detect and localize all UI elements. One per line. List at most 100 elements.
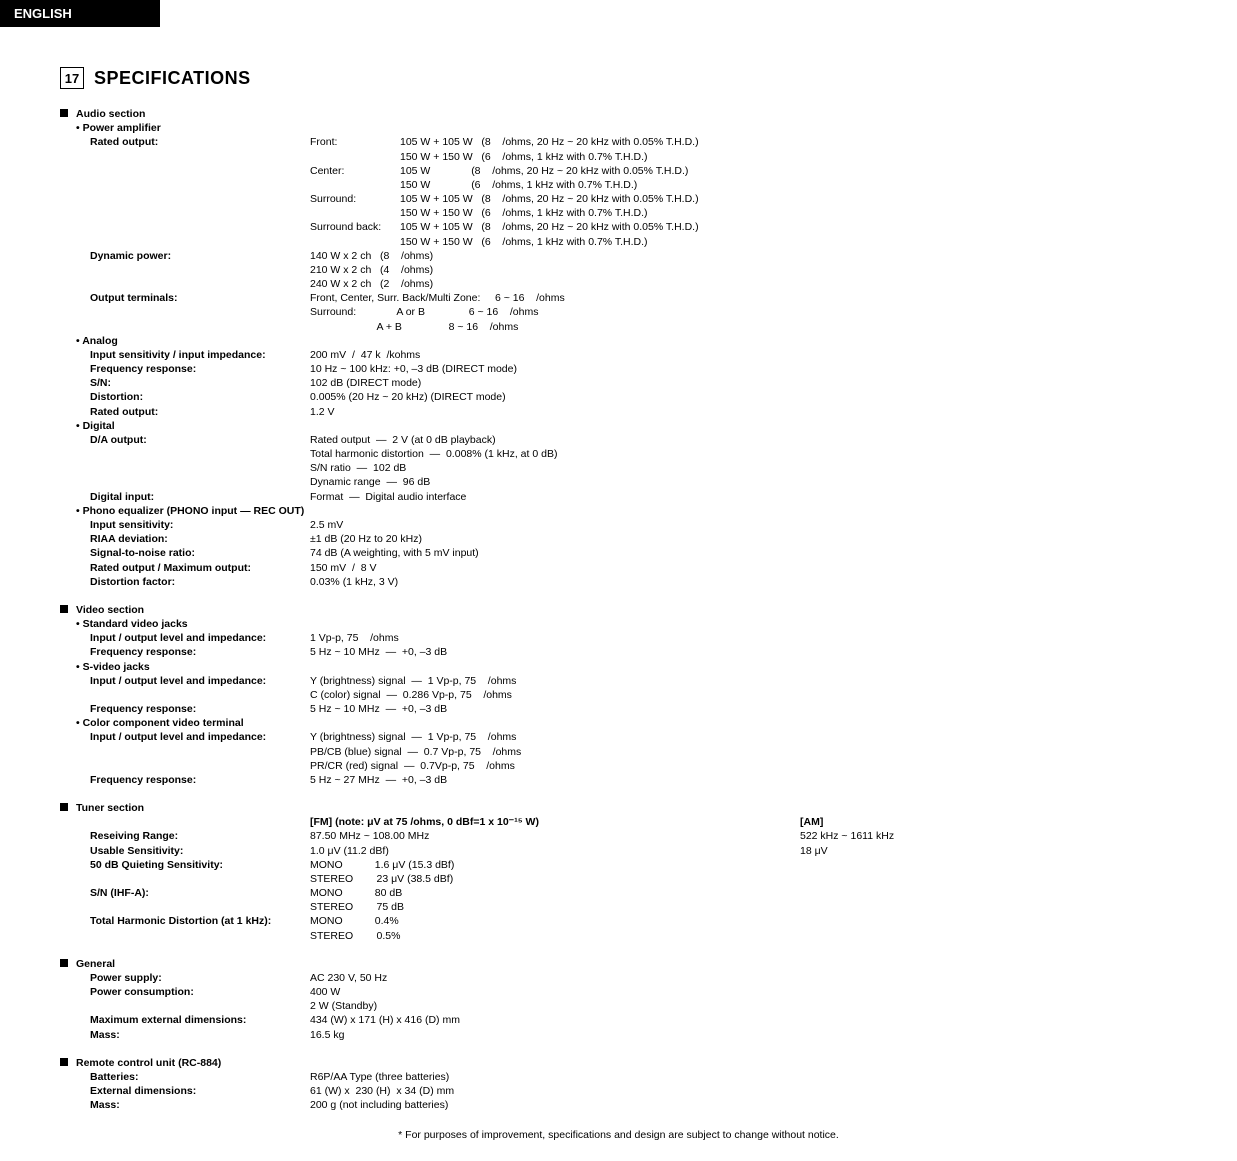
dist-factor-label: Distortion factor:	[90, 575, 310, 589]
out-term-v1: Front, Center, Surr. Back/Multi Zone: 6 …	[310, 291, 1177, 305]
quiet-v2: STEREO 23 μV (38.5 dBf)	[310, 872, 1177, 886]
surround-label: Surround:	[310, 192, 400, 206]
surround-v1: 105 W + 105 W (8 /ohms, 20 Hz ~ 20 kHz w…	[400, 193, 699, 205]
snr-label: Signal-to-noise ratio:	[90, 546, 310, 560]
da-v1: Rated output — 2 V (at 0 dB playback)	[310, 433, 1177, 447]
pc-label: Power consumption:	[90, 985, 310, 999]
rated-out2-val: 1.2 V	[310, 405, 1177, 419]
video-section-title: Video section	[76, 603, 144, 617]
thd-label: Total Harmonic Distortion (at 1 kHz):	[90, 914, 310, 928]
gen-dim-val: 434 (W) x 171 (H) x 416 (D) mm	[310, 1013, 1177, 1027]
fr3-label: Frequency response:	[90, 773, 310, 787]
input-sens-val: 200 mV / 47 k /kohms	[310, 348, 1177, 362]
dynamic-label: Dynamic power:	[90, 249, 310, 263]
out-term-v2: Surround: A or B 6 ~ 16 /ohms	[310, 305, 1177, 319]
pc-v2: 2 W (Standby)	[310, 999, 1177, 1013]
video-section: Video section • Standard video jacks Inp…	[60, 603, 1177, 787]
gen-mass-val: 16.5 kg	[310, 1028, 1177, 1042]
bullet-icon	[60, 1058, 68, 1066]
fr2-label: Frequency response:	[90, 702, 310, 716]
page-content: 17 SPECIFICATIONS Audio section • Power …	[0, 27, 1237, 1161]
tuner-sn-v2: STEREO 75 dB	[310, 900, 1177, 914]
ps-val: AC 230 V, 50 Hz	[310, 971, 1177, 985]
bullet-icon	[60, 803, 68, 811]
tuner-section: Tuner section [FM] (note: μV at 75 /ohms…	[60, 801, 1177, 943]
fr3-val: 5 Hz ~ 27 MHz — +0, –3 dB	[310, 773, 1177, 787]
dig-in-label: Digital input:	[90, 490, 310, 504]
input-sens-label: Input sensitivity / input impedance:	[90, 348, 310, 362]
da-v4: Dynamic range — 96 dB	[310, 475, 1177, 489]
fr-val: 5 Hz ~ 10 MHz — +0, –3 dB	[310, 645, 1177, 659]
sback-v1: 105 W + 105 W (8 /ohms, 20 Hz ~ 20 kHz w…	[400, 221, 699, 233]
comp-head: • Color component video terminal	[76, 716, 1177, 730]
rem-mass-val: 200 g (not including batteries)	[310, 1098, 1177, 1112]
out-term-label: Output terminals:	[90, 291, 310, 305]
recv-fm: 87.50 MHz ~ 108.00 MHz	[310, 830, 429, 842]
io2-label: Input / output level and impedance:	[90, 674, 310, 688]
snr-val: 74 dB (A weighting, with 5 mV input)	[310, 546, 1177, 560]
front-row: Front:105 W + 105 W (8 /ohms, 20 Hz ~ 20…	[310, 135, 1177, 149]
rated-output-label: Rated output:	[90, 135, 310, 149]
front-l2: 150 W + 150 W (6 /ohms, 1 kHz with 0.7% …	[310, 150, 1177, 164]
gen-mass-label: Mass:	[90, 1028, 310, 1042]
dist-label: Distortion:	[90, 390, 310, 404]
center-v2: 150 W (6 /ohms, 1 kHz with 0.7% T.H.D.)	[400, 179, 637, 191]
sback-label: Surround back:	[310, 220, 400, 234]
thd-v1: MONO 0.4%	[310, 914, 1177, 928]
remote-section-title: Remote control unit (RC-884)	[76, 1056, 221, 1070]
front-label: Front:	[310, 135, 400, 149]
phono-head: • Phono equalizer (PHONO input — REC OUT…	[76, 504, 1177, 518]
io-label: Input / output level and impedance:	[90, 631, 310, 645]
dig-in-val: Format — Digital audio interface	[310, 490, 1177, 504]
freq-resp-label: Frequency response:	[90, 362, 310, 376]
dynamic-v1: 140 W x 2 ch (8 /ohms)	[310, 249, 1177, 263]
pc-v1: 400 W	[310, 985, 1177, 999]
thd-v2: STEREO 0.5%	[310, 929, 1177, 943]
language-header: ENGLISH	[0, 0, 160, 27]
std-jacks-head: • Standard video jacks	[76, 617, 1177, 631]
da-label: D/A output:	[90, 433, 310, 447]
rem-dim-label: External dimensions:	[90, 1084, 310, 1098]
out-term-v3: A + B 8 ~ 16 /ohms	[310, 320, 1177, 334]
general-section-title: General	[76, 957, 115, 971]
rated-max-val: 150 mV / 8 V	[310, 561, 1177, 575]
bullet-icon	[60, 605, 68, 613]
da-v2: Total harmonic distortion — 0.008% (1 kH…	[310, 447, 1177, 461]
center-row: Center:105 W (8 /ohms, 20 Hz ~ 20 kHz wi…	[310, 164, 1177, 178]
front-v2: 150 W + 150 W (6 /ohms, 1 kHz with 0.7% …	[400, 151, 648, 163]
phono-sens-label: Input sensitivity:	[90, 518, 310, 532]
bullet-icon	[60, 959, 68, 967]
footnote: * For purposes of improvement, specifica…	[60, 1129, 1177, 1141]
remote-section: Remote control unit (RC-884) Batteries:R…	[60, 1056, 1177, 1113]
sn-val: 102 dB (DIRECT mode)	[310, 376, 1177, 390]
io3-v3: PR/CR (red) signal — 0.7Vp-p, 75 /ohms	[310, 759, 1177, 773]
rem-dim-val: 61 (W) x 230 (H) x 34 (D) mm	[310, 1084, 1177, 1098]
section-number: 17	[60, 67, 84, 89]
bat-label: Batteries:	[90, 1070, 310, 1084]
fm-head: [FM] (note: μV at 75 /ohms, 0 dBf=1 x 10…	[310, 816, 539, 828]
power-amp-head: • Power amplifier	[76, 121, 1177, 135]
audio-section: Audio section • Power amplifier Rated ou…	[60, 107, 1177, 589]
sn-label: S/N:	[90, 376, 310, 390]
rem-mass-label: Mass:	[90, 1098, 310, 1112]
tuner-section-title: Tuner section	[76, 801, 144, 815]
io2-v1: Y (brightness) signal — 1 Vp-p, 75 /ohms	[310, 674, 1177, 688]
dist-factor-val: 0.03% (1 kHz, 3 V)	[310, 575, 1177, 589]
tuner-sn-v1: MONO 80 dB	[310, 886, 1177, 900]
io2-v2: C (color) signal — 0.286 Vp-p, 75 /ohms	[310, 688, 1177, 702]
riaa-label: RIAA deviation:	[90, 532, 310, 546]
io-val: 1 Vp-p, 75 /ohms	[310, 631, 1177, 645]
am-head: [AM]	[800, 816, 823, 828]
center-v1: 105 W (8 /ohms, 20 Hz ~ 20 kHz with 0.05…	[400, 165, 688, 177]
freq-resp-val: 10 Hz ~ 100 kHz: +0, –3 dB (DIRECT mode)	[310, 362, 1177, 376]
fr-label: Frequency response:	[90, 645, 310, 659]
digital-head: • Digital	[76, 419, 1177, 433]
fr2-val: 5 Hz ~ 10 MHz — +0, –3 dB	[310, 702, 1177, 716]
svideo-head: • S-video jacks	[76, 660, 1177, 674]
dynamic-v2: 210 W x 2 ch (4 /ohms)	[310, 263, 1177, 277]
bullet-icon	[60, 109, 68, 117]
io3-label: Input / output level and impedance:	[90, 730, 310, 744]
dynamic-v3: 240 W x 2 ch (2 /ohms)	[310, 277, 1177, 291]
title-row: 17 SPECIFICATIONS	[60, 67, 1177, 89]
dist-val: 0.005% (20 Hz ~ 20 kHz) (DIRECT mode)	[310, 390, 1177, 404]
